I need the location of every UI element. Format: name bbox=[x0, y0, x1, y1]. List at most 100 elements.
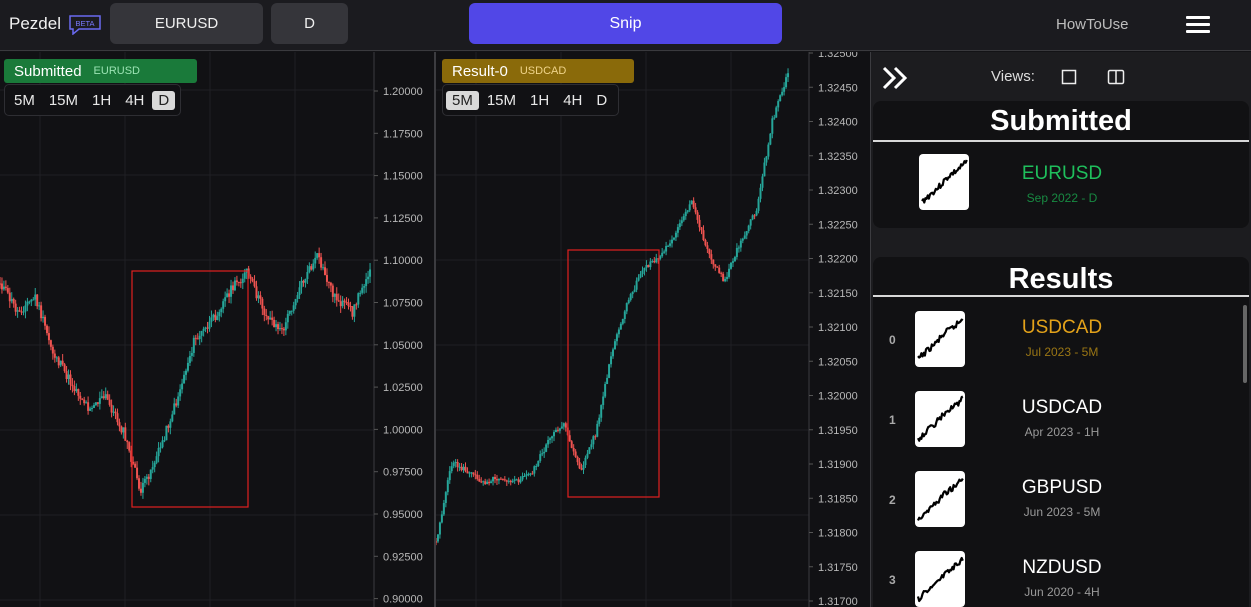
selection-box[interactable] bbox=[131, 270, 249, 508]
candle bbox=[541, 448, 544, 457]
menu-icon[interactable] bbox=[1186, 16, 1210, 34]
timeframe-option-1h[interactable]: 1H bbox=[530, 91, 550, 109]
result-chart-canvas[interactable]: 1.32500 1.32450 1.32400 1.32350 1.32300 1.322… bbox=[436, 52, 870, 607]
candle bbox=[730, 262, 732, 270]
result-item[interactable]: 0 USDCAD Jul 2023 - 5M bbox=[873, 309, 1249, 387]
timeframe-option-d[interactable]: D bbox=[152, 90, 176, 110]
result-chart-badge: Result-0 USDCAD bbox=[442, 59, 634, 83]
candle bbox=[631, 291, 634, 299]
candle bbox=[53, 349, 56, 363]
candle bbox=[253, 275, 256, 288]
candle bbox=[617, 327, 620, 338]
candle bbox=[777, 99, 780, 112]
timeframe-option-d[interactable]: D bbox=[596, 91, 608, 109]
candle bbox=[733, 255, 736, 262]
candle bbox=[757, 196, 760, 214]
badge-label: Result-0 bbox=[452, 62, 508, 80]
split-view-icon[interactable] bbox=[1107, 69, 1125, 85]
snip-button[interactable]: Snip bbox=[469, 3, 782, 44]
price-tick-label: 1.32450 bbox=[818, 82, 858, 94]
price-tick-label: 1.10000 bbox=[383, 255, 423, 267]
result-thumbnail[interactable] bbox=[915, 471, 965, 527]
candle bbox=[87, 396, 90, 415]
candle bbox=[452, 460, 455, 469]
candle bbox=[759, 183, 762, 203]
candle bbox=[257, 291, 260, 304]
candle bbox=[556, 426, 559, 433]
price-tick-label: 1.20000 bbox=[383, 86, 423, 98]
submitted-thumbnail[interactable] bbox=[919, 154, 969, 210]
candle bbox=[549, 437, 552, 444]
candle bbox=[216, 311, 219, 321]
candle bbox=[322, 263, 325, 271]
candle bbox=[484, 478, 487, 485]
candle bbox=[755, 208, 758, 217]
candle bbox=[32, 297, 35, 301]
result-thumbnail[interactable] bbox=[915, 551, 965, 607]
timeframe-option-5m[interactable]: 5M bbox=[446, 90, 479, 110]
result-item[interactable]: 1 USDCAD Apr 2023 - 1H bbox=[873, 389, 1249, 467]
candle bbox=[716, 265, 719, 268]
timeframe-option-4h[interactable]: 4H bbox=[563, 91, 583, 109]
timeframe-button[interactable]: D bbox=[271, 3, 348, 44]
candle bbox=[245, 268, 248, 280]
selection-box[interactable] bbox=[567, 249, 660, 498]
timeframe-option-15m[interactable]: 15M bbox=[486, 91, 517, 109]
chart-divider[interactable] bbox=[434, 52, 436, 607]
candle bbox=[533, 465, 536, 477]
candle bbox=[529, 472, 532, 477]
submitted-chart-canvas[interactable]: 1.20000 1.17500 1.15000 1.12500 1.10000 1.075… bbox=[0, 52, 434, 607]
result-index: 3 bbox=[889, 573, 896, 587]
price-tick-label: 0.95000 bbox=[383, 509, 423, 521]
result-item[interactable]: 3 NZDUSD Jun 2020 - 4H bbox=[873, 549, 1249, 607]
candle bbox=[20, 306, 23, 316]
candle bbox=[159, 442, 162, 453]
candle bbox=[175, 398, 178, 408]
candle bbox=[181, 378, 184, 394]
candle bbox=[75, 383, 78, 393]
result-thumbnail[interactable] bbox=[915, 311, 965, 367]
collapse-sidebar-icon[interactable] bbox=[881, 65, 911, 91]
candle bbox=[783, 82, 786, 96]
timeframe-option-5m[interactable]: 5M bbox=[14, 91, 35, 109]
candle bbox=[749, 219, 752, 230]
candle bbox=[192, 335, 195, 357]
candle bbox=[106, 390, 109, 401]
results-card: Results 0 USDCAD Jul 2023 - 5M 1 USDCAD Apr 2… bbox=[873, 257, 1249, 607]
candle bbox=[167, 424, 170, 433]
candle bbox=[554, 427, 557, 433]
how-to-use-link[interactable]: HowToUse bbox=[1056, 16, 1129, 33]
price-tick-label: 1.17500 bbox=[383, 128, 423, 140]
results-scrollbar[interactable] bbox=[1243, 305, 1247, 383]
submitted-timeframe-selector: 5M 15M 1H 4H D bbox=[4, 84, 182, 116]
candle bbox=[290, 310, 293, 316]
candle bbox=[712, 259, 715, 269]
timeframe-option-15m[interactable]: 15M bbox=[48, 91, 79, 109]
candle bbox=[706, 241, 709, 254]
timeframe-option-1h[interactable]: 1H bbox=[92, 91, 112, 109]
app-logo[interactable]: Pezdel bbox=[9, 14, 61, 33]
result-item[interactable]: 2 GBPUSD Jun 2023 - 5M bbox=[873, 469, 1249, 547]
candle bbox=[288, 310, 291, 316]
svg-text:BETA: BETA bbox=[75, 19, 94, 28]
candle bbox=[560, 421, 563, 429]
result-thumbnail[interactable] bbox=[915, 391, 965, 447]
candle bbox=[769, 132, 772, 146]
symbol-button[interactable]: EURUSD bbox=[110, 3, 263, 44]
candle bbox=[161, 436, 164, 449]
candle bbox=[45, 324, 48, 336]
candle bbox=[612, 347, 614, 359]
beta-badge: BETA bbox=[69, 15, 101, 36]
candle bbox=[71, 378, 74, 393]
candle bbox=[446, 477, 449, 496]
candle bbox=[649, 257, 652, 270]
candle bbox=[128, 441, 131, 453]
candle bbox=[277, 321, 280, 335]
submitted-chart[interactable]: 1.20000 1.17500 1.15000 1.12500 1.10000 1.075… bbox=[0, 52, 434, 607]
result-chart[interactable]: 1.32500 1.32450 1.32400 1.32350 1.32300 1.322… bbox=[436, 52, 870, 607]
candle bbox=[298, 281, 301, 299]
candle bbox=[34, 287, 37, 306]
single-view-icon[interactable] bbox=[1061, 69, 1077, 85]
candle bbox=[18, 306, 21, 312]
timeframe-option-4h[interactable]: 4H bbox=[125, 91, 145, 109]
